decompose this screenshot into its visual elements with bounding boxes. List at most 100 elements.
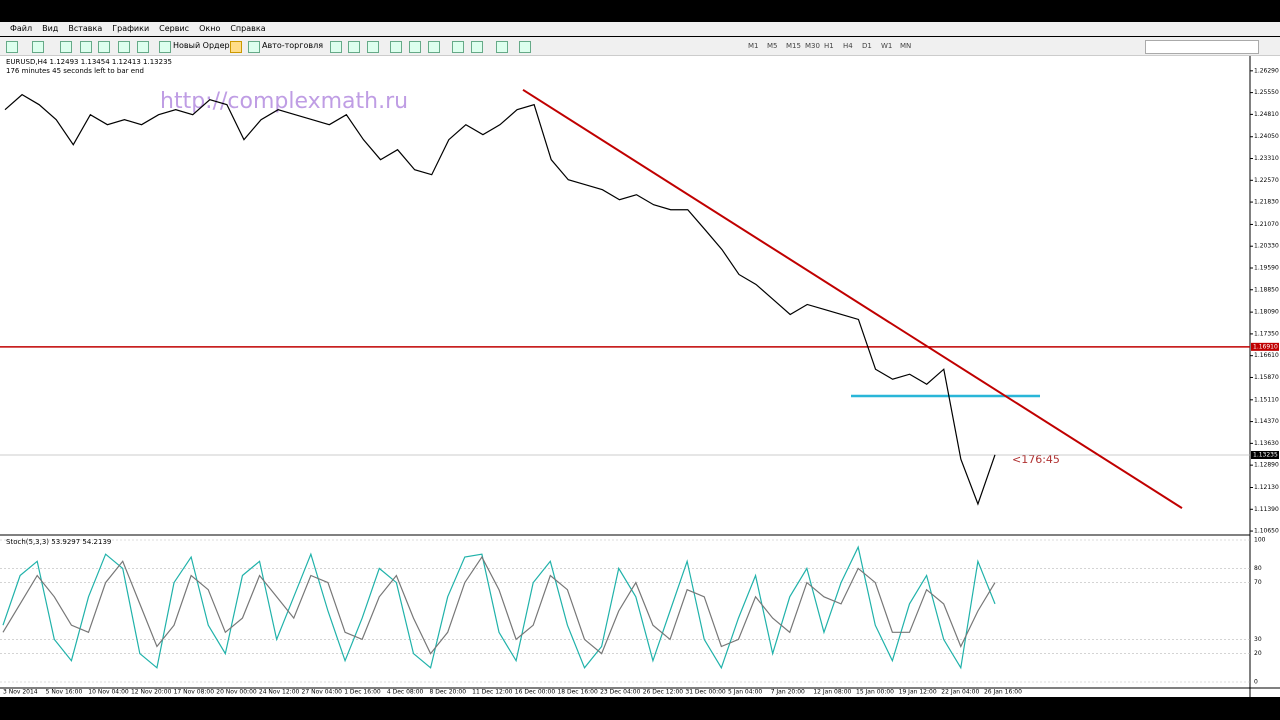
date-label: 23 Dec 04:00: [600, 689, 641, 696]
timeframe[interactable]: D1: [862, 42, 872, 50]
date-label: 1 Dec 16:00: [344, 689, 381, 696]
price-label: 1.10650: [1254, 528, 1279, 535]
stoch-signal: [2, 555, 996, 655]
date-label: 7 Jan 20:00: [771, 689, 805, 696]
stoch-tick: 80: [1254, 565, 1262, 572]
stoch-tick: 100: [1254, 537, 1266, 544]
stoch-tick: 20: [1254, 650, 1262, 657]
date-label: 4 Dec 08:00: [387, 689, 424, 696]
menu-item[interactable]: Вставка: [68, 24, 103, 33]
menu-bar: Файл Вид Вставка Графики Сервис Окно Справка: [0, 22, 1280, 36]
menu-item[interactable]: Справка: [230, 24, 266, 33]
new-order[interactable]: Новый Ордер: [173, 41, 230, 50]
icon[interactable]: [230, 41, 242, 53]
timeframe[interactable]: H4: [843, 42, 853, 50]
menu-item[interactable]: Сервис: [159, 24, 190, 33]
price-label: 1.21070: [1254, 221, 1279, 228]
menu-item[interactable]: Вид: [42, 24, 59, 33]
date-label: 17 Nov 08:00: [174, 689, 215, 696]
icon[interactable]: [137, 41, 149, 53]
watermark: http://complexmath.ru: [160, 89, 408, 114]
date-label: 12 Nov 20:00: [131, 689, 172, 696]
date-label: 8 Dec 20:00: [430, 689, 467, 696]
bid-tag: [1251, 450, 1279, 459]
price-label: 1.20330: [1254, 243, 1279, 250]
menu-item[interactable]: Графики: [112, 24, 150, 33]
chart: EURUSD,H4 1.12493 1.13454 1.12413 1.1323…: [0, 56, 1280, 697]
date-label: 19 Jan 12:00: [899, 689, 937, 696]
timeframe[interactable]: M30: [805, 42, 820, 50]
icon[interactable]: [471, 41, 483, 53]
icon[interactable]: [428, 41, 440, 53]
timeframe[interactable]: M5: [767, 42, 778, 50]
price-label: 1.21830: [1254, 199, 1279, 206]
timeframe[interactable]: MN: [900, 42, 912, 50]
resistance-tag: [1251, 342, 1279, 351]
price-label: 1.15110: [1254, 396, 1279, 403]
date-label: 22 Jan 04:00: [941, 689, 979, 696]
icon[interactable]: [118, 41, 130, 53]
price-label: 1.26290: [1254, 67, 1279, 74]
icon[interactable]: [519, 41, 531, 53]
price-label: 1.11390: [1254, 506, 1279, 513]
countdown: <176:45: [1012, 453, 1060, 466]
icon[interactable]: [60, 41, 72, 53]
trendline: [522, 88, 1183, 509]
price-label: 1.24050: [1254, 133, 1279, 140]
price-label: 1.15870: [1254, 374, 1279, 381]
resistance-label: 1.16910: [1253, 343, 1278, 350]
stoch-tick: 70: [1254, 579, 1262, 586]
icon[interactable]: [452, 41, 464, 53]
date-label: 5 Nov 16:00: [46, 689, 83, 696]
icon[interactable]: [390, 41, 402, 53]
stoch-label: Stoch(5,3,3) 53.9297 54.2139: [6, 538, 111, 546]
bid-label: 1.13235: [1253, 451, 1278, 458]
timeframe[interactable]: M1: [748, 42, 759, 50]
icon[interactable]: [409, 41, 421, 53]
price-label: 1.19590: [1254, 264, 1279, 271]
stoch-tick: 0: [1254, 679, 1258, 686]
icon[interactable]: [98, 41, 110, 53]
icon[interactable]: [80, 41, 92, 53]
price-label: 1.25550: [1254, 89, 1279, 96]
price-line: [4, 93, 996, 506]
date-label: 3 Nov 2014: [3, 689, 38, 696]
icon[interactable]: [32, 41, 44, 53]
timeframe[interactable]: H1: [824, 42, 834, 50]
price-label: 1.14370: [1254, 418, 1279, 425]
date-label: 26 Dec 12:00: [643, 689, 684, 696]
timeframe[interactable]: M15: [786, 42, 801, 50]
date-label: 12 Jan 08:00: [813, 689, 851, 696]
symbol-info: EURUSD,H4 1.12493 1.13454 1.12413 1.1323…: [6, 58, 172, 66]
price-label: 1.17350: [1254, 330, 1279, 337]
price-label: 1.18090: [1254, 309, 1279, 316]
menu-item[interactable]: Окно: [199, 24, 221, 33]
price-label: 1.18850: [1254, 286, 1279, 293]
timeframe[interactable]: W1: [881, 42, 893, 50]
icon[interactable]: [367, 41, 379, 53]
date-label: 20 Nov 00:00: [216, 689, 257, 696]
icon[interactable]: [496, 41, 508, 53]
date-label: 18 Dec 16:00: [557, 689, 598, 696]
date-label: 27 Nov 04:00: [302, 689, 343, 696]
date-label: 16 Dec 00:00: [515, 689, 556, 696]
icon[interactable]: [330, 41, 342, 53]
chart-bg: [0, 56, 1280, 697]
icon[interactable]: [248, 41, 260, 53]
autotrading[interactable]: Авто-торговля: [262, 41, 323, 50]
stoch-main: [2, 545, 996, 670]
date-label: 5 Jan 04:00: [728, 689, 762, 696]
icon[interactable]: [348, 41, 360, 53]
menu-item[interactable]: Файл: [10, 24, 33, 33]
price-label: 1.12130: [1254, 484, 1279, 491]
icon[interactable]: [6, 41, 18, 53]
toolbar: Новый Ордер Авто-торговля M1 M5 M15 M30 H1 H4…: [0, 37, 1280, 56]
search-box[interactable]: [1145, 40, 1259, 54]
stoch-tick: 30: [1254, 636, 1262, 643]
price-label: 1.13630: [1254, 440, 1279, 447]
icon[interactable]: [159, 41, 171, 53]
date-label: 24 Nov 12:00: [259, 689, 300, 696]
date-label: 31 Dec 00:00: [685, 689, 726, 696]
timer-info: 176 minutes 45 seconds left to bar end: [6, 67, 144, 75]
